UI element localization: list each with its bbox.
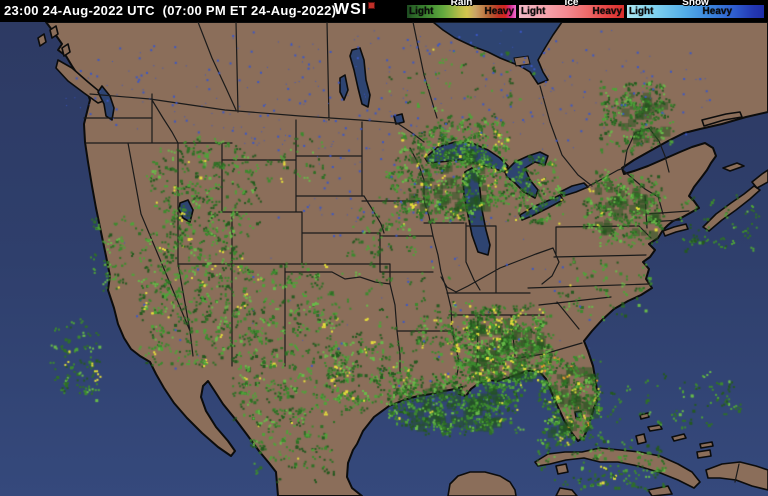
rain-gradient-bar: Light Heavy [407,5,516,18]
ice-label: Ice [564,0,579,8]
trademark-icon [368,2,376,9]
rain-light-label: Light [409,6,434,17]
snow-heavy-label: Heavy [702,6,732,17]
ice-gradient-bar: Light Heavy [519,5,624,18]
legend-snow: Snow Light Heavy [627,0,764,22]
legend-rain: Rain Light Heavy [407,0,516,22]
radar-map[interactable] [0,22,768,496]
ice-heavy-label: Heavy [592,6,622,17]
wsi-logo: WSI [334,1,376,19]
snow-light-label: Light [629,6,654,17]
precipitation-legend: Rain Light Heavy Ice Light Heavy Snow Li… [407,0,764,22]
snow-gradient-bar: Light Heavy [627,5,764,18]
rain-label: Rain [450,0,473,8]
titlebar: 23:00 24-Aug-2022 UTC (07:00 PM ET 24-Au… [0,0,768,22]
radar-echoes [0,22,768,496]
wsi-logo-text: WSI [334,1,368,18]
rain-heavy-label: Heavy [484,6,514,17]
snow-label: Snow [682,0,709,8]
timestamp: 23:00 24-Aug-2022 UTC (07:00 PM ET 24-Au… [4,3,337,18]
ice-light-label: Light [521,6,546,17]
legend-ice: Ice Light Heavy [519,0,624,22]
